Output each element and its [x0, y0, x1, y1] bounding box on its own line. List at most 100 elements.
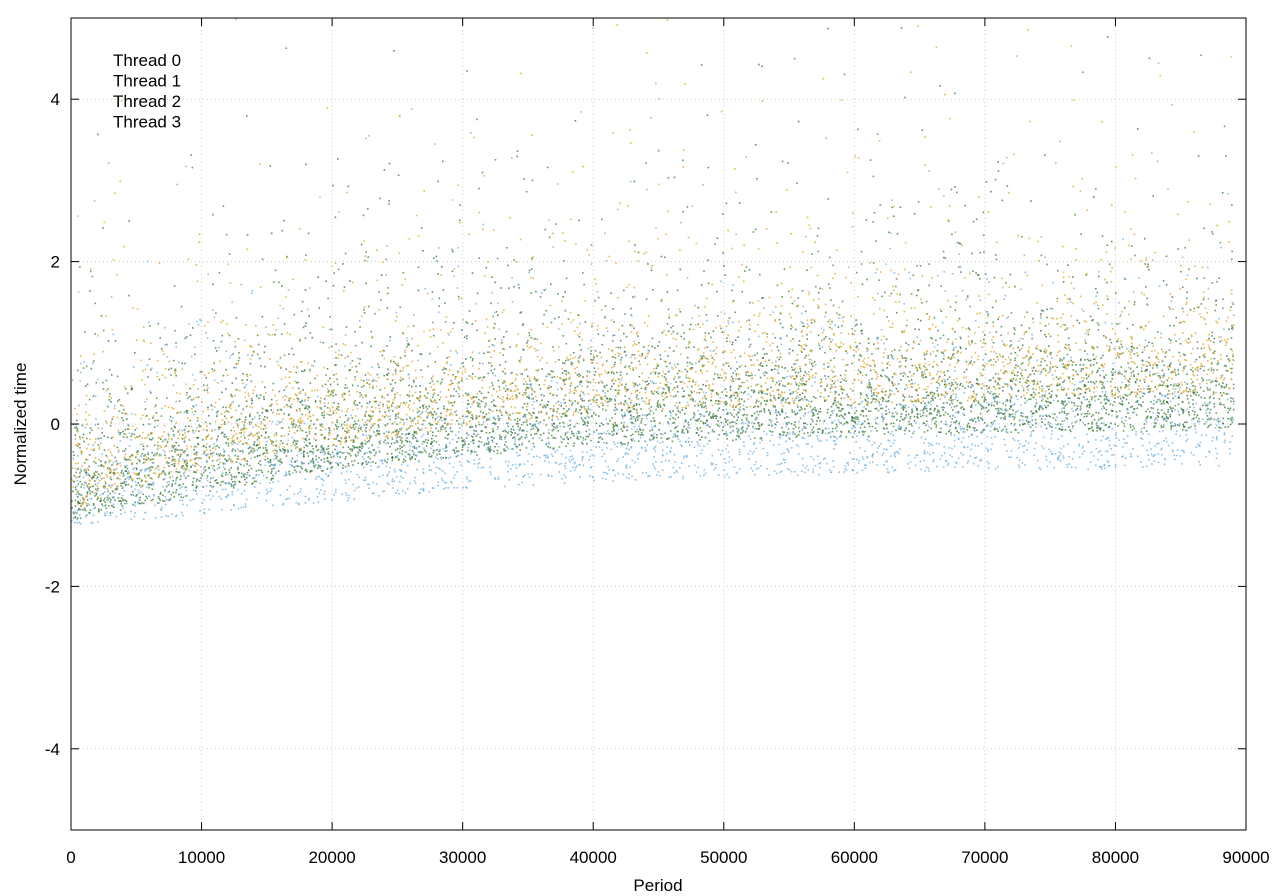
data-point — [990, 190, 992, 193]
data-point — [130, 485, 133, 488]
data-point — [556, 425, 558, 427]
data-point — [175, 374, 177, 377]
data-point — [506, 388, 508, 390]
data-point — [296, 440, 299, 442]
data-point — [1029, 426, 1032, 428]
data-point — [461, 415, 464, 417]
data-point — [1143, 427, 1145, 429]
data-point — [710, 416, 712, 418]
data-point — [537, 429, 540, 431]
data-point — [494, 281, 496, 284]
data-point — [810, 400, 813, 403]
data-point — [386, 394, 389, 396]
data-point — [1225, 155, 1227, 157]
data-point — [1220, 427, 1222, 429]
data-point — [535, 399, 538, 402]
data-point — [359, 326, 361, 328]
data-point — [911, 396, 913, 398]
data-point — [1120, 403, 1122, 405]
data-point — [929, 412, 931, 414]
data-point — [528, 440, 530, 443]
data-point — [352, 464, 354, 466]
data-point — [432, 452, 435, 454]
data-point — [401, 440, 403, 443]
data-point — [920, 402, 922, 404]
series-thread-0 — [71, 47, 1235, 519]
data-point — [1230, 400, 1232, 403]
data-point — [752, 406, 755, 409]
data-point — [592, 359, 595, 361]
data-point — [1105, 402, 1107, 404]
data-point — [611, 430, 613, 433]
data-point — [141, 452, 144, 455]
data-point — [848, 431, 850, 433]
data-point — [827, 198, 829, 200]
data-point — [203, 452, 205, 455]
data-point — [122, 436, 125, 438]
data-point — [441, 266, 443, 268]
data-point — [1014, 285, 1016, 288]
data-point — [796, 182, 798, 185]
data-point — [497, 314, 499, 316]
data-point — [1166, 393, 1169, 396]
data-point — [828, 256, 831, 259]
data-point — [992, 377, 995, 379]
data-point — [1211, 331, 1214, 334]
data-point — [130, 493, 132, 496]
data-point — [1045, 400, 1047, 402]
data-point — [723, 264, 725, 267]
data-point — [1213, 403, 1216, 405]
data-point — [1047, 401, 1050, 403]
data-point — [711, 357, 714, 359]
data-point — [157, 496, 160, 498]
data-point — [930, 397, 933, 399]
data-point — [1212, 352, 1214, 354]
data-point — [937, 395, 940, 397]
data-point — [850, 420, 853, 422]
data-point — [1064, 405, 1067, 407]
data-point — [819, 347, 821, 350]
data-point — [1003, 412, 1006, 415]
data-point — [451, 270, 454, 273]
data-point — [627, 411, 630, 413]
data-point — [968, 328, 971, 331]
data-point — [1165, 420, 1168, 422]
data-point — [165, 444, 168, 447]
data-point — [552, 370, 554, 373]
data-point — [408, 395, 410, 398]
data-point — [261, 411, 264, 414]
data-point — [696, 420, 699, 422]
data-point — [317, 276, 319, 278]
data-point — [188, 439, 191, 441]
data-point — [180, 475, 182, 477]
data-point — [181, 449, 183, 451]
data-point — [1076, 407, 1079, 410]
data-point — [144, 480, 147, 483]
data-point — [337, 426, 340, 428]
data-point — [423, 395, 426, 397]
data-point — [855, 416, 857, 418]
data-point — [170, 367, 173, 370]
data-point — [954, 331, 956, 333]
data-point — [164, 490, 166, 492]
data-point — [796, 435, 798, 437]
data-point — [479, 410, 482, 413]
data-point — [737, 428, 740, 431]
data-point — [1148, 57, 1151, 60]
data-point — [496, 452, 499, 455]
data-point — [611, 340, 614, 342]
data-point — [252, 482, 254, 484]
data-point — [817, 250, 819, 253]
data-point — [1063, 357, 1065, 359]
data-point — [1182, 286, 1184, 288]
data-point — [1219, 403, 1221, 405]
data-point — [417, 289, 420, 292]
data-point — [722, 213, 724, 215]
data-point — [591, 325, 593, 328]
data-point — [86, 383, 89, 386]
data-point — [840, 404, 843, 406]
data-point — [185, 465, 188, 468]
data-point — [386, 461, 388, 464]
data-point — [1019, 381, 1021, 383]
data-point — [144, 408, 147, 410]
